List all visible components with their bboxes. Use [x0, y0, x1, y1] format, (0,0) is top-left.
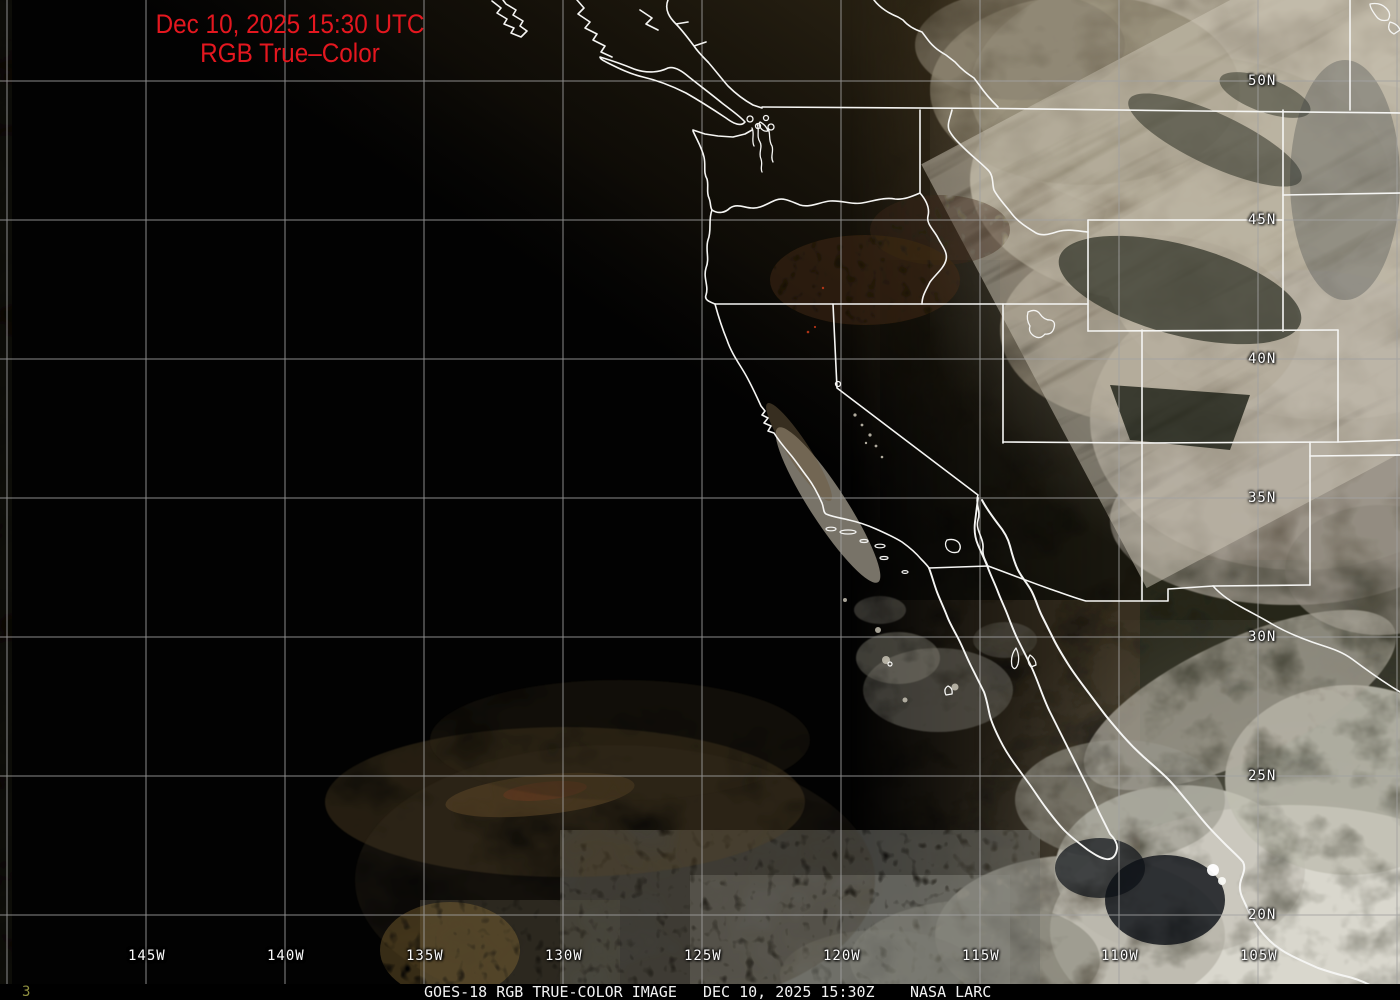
coast-bc-mainland: [707, 61, 763, 109]
border-us-mexico-az-nm: [987, 565, 1214, 602]
border-rio-grande: [1212, 585, 1400, 693]
lon-label-120w: 120W: [823, 948, 861, 964]
lat-label-40n: 40N: [1248, 351, 1277, 367]
coast-mexico-mainland: [981, 499, 1399, 1000]
gulf-islands: [944, 647, 1037, 696]
coast-oregon: [704, 209, 716, 305]
guadalupe-island: [887, 661, 893, 667]
border-nm-tx-32n: [1212, 584, 1311, 587]
cloud-patch-baja: [854, 596, 1037, 732]
left-edge-strip: [0, 0, 12, 1000]
coast-bc-channels: [576, 0, 613, 58]
channel-islands: [825, 526, 909, 574]
lon-label-110w: 110W: [1101, 948, 1139, 964]
cloud-streaks-northeast: [921, 0, 1400, 589]
fire-hotspots: [806, 286, 825, 334]
valley-fog-california: [766, 402, 881, 583]
border-id-mt: [947, 109, 1089, 236]
sierra-snow-specks: [853, 413, 884, 459]
lakes-top-right: [1369, 2, 1400, 35]
border-us-mexico-ca: [928, 565, 989, 569]
lake-tahoe: [834, 380, 842, 388]
timestamp-text: Dec 10, 2025 15:30 UTC: [155, 9, 425, 39]
border-us-canada-49n: [761, 106, 1400, 114]
caption-bar: GOES-18 RGB TRUE-COLOR IMAGE DEC 10, 202…: [0, 984, 1400, 1000]
product-text: RGB True–Color: [200, 38, 380, 69]
border-41n: [1087, 329, 1339, 332]
coast-baja-california: [928, 497, 1119, 861]
lon-label-130w: 130W: [545, 948, 583, 964]
caption-datetime: DEC 10, 2025 15:30Z: [703, 983, 875, 1000]
coast-alaska-islands: [491, 0, 528, 38]
coast-washington: [692, 130, 713, 211]
lat-label-35n: 35N: [1248, 490, 1277, 506]
lon-label-140w: 140W: [267, 948, 305, 964]
great-salt-lake: [1026, 309, 1056, 339]
lat-label-45n: 45N: [1248, 212, 1277, 228]
salton-sea: [944, 538, 961, 554]
caption-credit: NASA LARC: [910, 983, 992, 1000]
frame-number: 3: [22, 984, 31, 1000]
lon-label-145w: 145W: [128, 948, 166, 964]
cloud-specks-offshore: [843, 598, 959, 703]
lat-label-20n: 20N: [1248, 907, 1277, 923]
border-wa-or-columbia: [711, 192, 921, 214]
lon-label-105w: 105W: [1240, 948, 1278, 964]
lat-label-30n: 30N: [1248, 629, 1277, 645]
lat-label-50n: 50N: [1248, 73, 1277, 89]
lat-label-25n: 25N: [1248, 768, 1277, 784]
border-ok-tx-365n: [1309, 454, 1400, 457]
map-borders: [491, 0, 1400, 1000]
cloud-haze-dawn: [325, 680, 875, 1000]
lon-label-115w: 115W: [962, 948, 1000, 964]
coast-california: [714, 303, 930, 569]
caption-product: GOES-18 RGB TRUE-COLOR IMAGE: [424, 983, 677, 1000]
border-bc-alberta: [873, 0, 999, 108]
border-nd-sd: [1282, 192, 1400, 196]
timestamp-overlay: Dec 10, 2025 15:30 UTC RGB True–Color: [137, 9, 443, 69]
border-or-id-snake: [919, 192, 948, 305]
coast-bc-fjords: [639, 0, 709, 63]
border-37n: [1002, 439, 1400, 444]
cloud-gaps-southeast: [1055, 838, 1226, 945]
coast-olympic-north: [692, 129, 753, 138]
coast-vancouver-island: [599, 56, 746, 126]
coast-puget-sound: [751, 121, 774, 173]
lon-label-125w: 125W: [684, 948, 722, 964]
lon-label-135w: 135W: [406, 948, 444, 964]
terrain-speckle-oregon: [770, 195, 1010, 325]
